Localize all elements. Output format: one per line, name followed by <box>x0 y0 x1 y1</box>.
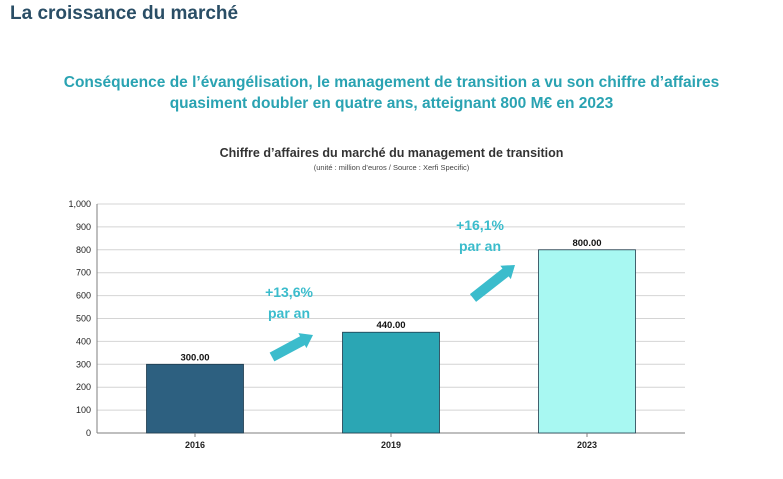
y-tick-label: 600 <box>76 291 91 301</box>
growth-arrow-icon <box>469 265 515 302</box>
y-tick-label: 500 <box>76 314 91 324</box>
data-label: 440.00 <box>376 320 405 331</box>
growth-rate-label: +13,6% <box>265 284 313 300</box>
growth-period-label: par an <box>268 305 310 321</box>
y-tick-label: 100 <box>76 405 91 415</box>
chart-subtitle: (unité : million d’euros / Source : Xerf… <box>313 163 470 172</box>
y-tick-label: 800 <box>76 245 91 255</box>
y-tick-label: 900 <box>76 222 91 232</box>
x-tick-label: 2023 <box>577 440 597 450</box>
chart-title: Chiffre d’affaires du marché du manageme… <box>219 146 564 160</box>
growth-rate-label: +16,1% <box>456 217 504 233</box>
headline: Conséquence de l’évangélisation, le mana… <box>30 72 753 114</box>
data-label: 300.00 <box>180 352 209 363</box>
y-tick-label: 700 <box>76 268 91 278</box>
x-tick-label: 2019 <box>381 440 401 450</box>
bar-2023 <box>538 249 636 434</box>
y-tick-label: 200 <box>76 382 91 392</box>
headline-line-1: Conséquence de l’évangélisation, le mana… <box>63 74 720 91</box>
bar-2019 <box>342 331 440 434</box>
y-tick-label: 0 <box>86 428 91 438</box>
y-tick-label: 300 <box>76 359 91 369</box>
y-tick-label: 400 <box>76 336 91 346</box>
y-tick-label: 1,000 <box>68 199 91 209</box>
bar-2016 <box>146 363 244 434</box>
growth-period-label: par an <box>459 238 501 254</box>
growth-arrow-icon <box>269 333 313 362</box>
data-label: 800.00 <box>572 238 601 249</box>
x-tick-label: 2016 <box>185 440 205 450</box>
headline-line-2: quasiment doubler en quatre ans, atteign… <box>169 95 614 112</box>
page-title: La croissance du marché <box>10 3 239 24</box>
